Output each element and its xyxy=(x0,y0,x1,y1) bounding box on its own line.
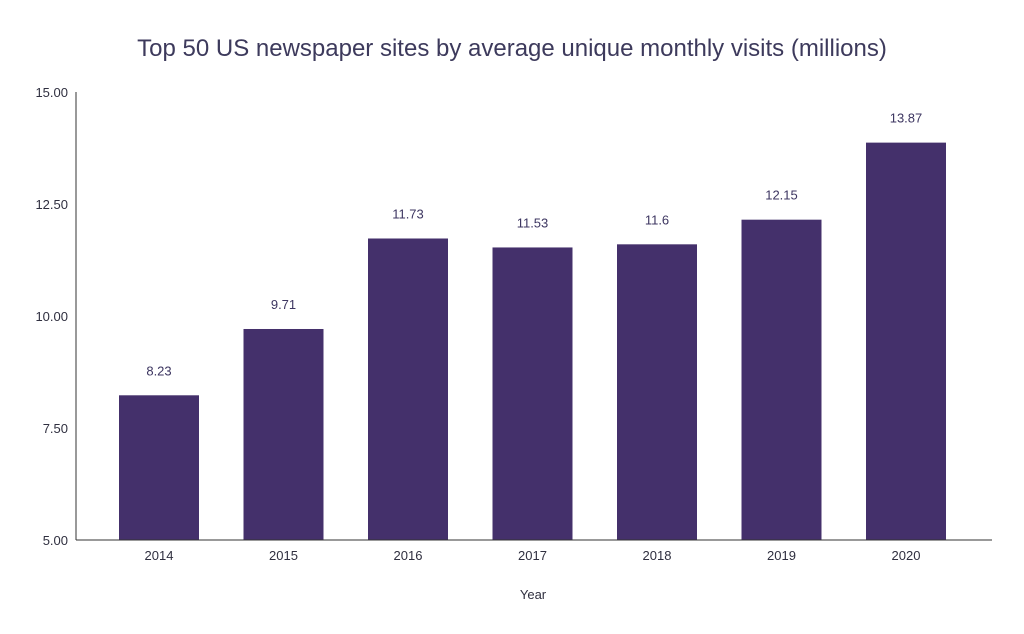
y-axis-ticks: 5.00 7.50 10.00 12.50 15.00 xyxy=(35,85,68,548)
y-tick-label: 7.50 xyxy=(43,421,68,436)
x-tick-label-2016: 2016 xyxy=(394,548,423,563)
bar-2015 xyxy=(243,328,324,540)
x-tick-label-2014: 2014 xyxy=(145,548,174,563)
bar-2016 xyxy=(368,238,448,540)
value-label-2019: 12.15 xyxy=(765,188,798,203)
bars xyxy=(119,142,946,540)
y-tick-label: 15.00 xyxy=(35,85,68,100)
x-tick-label-2017: 2017 xyxy=(518,548,547,563)
value-label-2020: 13.87 xyxy=(890,111,923,126)
x-tick-label-2020: 2020 xyxy=(892,548,921,563)
x-tick-label-2019: 2019 xyxy=(767,548,796,563)
value-label-2014: 8.23 xyxy=(146,363,171,378)
bar-2019 xyxy=(741,219,822,540)
x-axis-label: Year xyxy=(520,587,547,602)
value-label-2015: 9.71 xyxy=(271,297,296,312)
value-label-2017: 11.53 xyxy=(517,215,549,230)
y-tick-label: 5.00 xyxy=(43,533,68,548)
y-tick-label: 12.50 xyxy=(35,197,68,212)
x-tick-label-2018: 2018 xyxy=(643,548,672,563)
bar-2018 xyxy=(617,244,697,540)
x-tick-label-2015: 2015 xyxy=(269,548,298,563)
value-labels: 8.23 9.71 11.73 11.53 11.6 12.15 13.87 xyxy=(146,111,922,379)
bar-2017 xyxy=(492,247,573,540)
bar-2014 xyxy=(119,395,199,540)
value-label-2018: 11.6 xyxy=(645,212,669,227)
x-axis-ticks: 2014 2015 2016 2017 2018 2019 2020 xyxy=(145,548,921,563)
chart-title: Top 50 US newspaper sites by average uni… xyxy=(137,35,887,62)
value-label-2016: 11.73 xyxy=(392,206,424,221)
bar-2020 xyxy=(866,142,946,540)
y-tick-label: 10.00 xyxy=(35,309,68,324)
